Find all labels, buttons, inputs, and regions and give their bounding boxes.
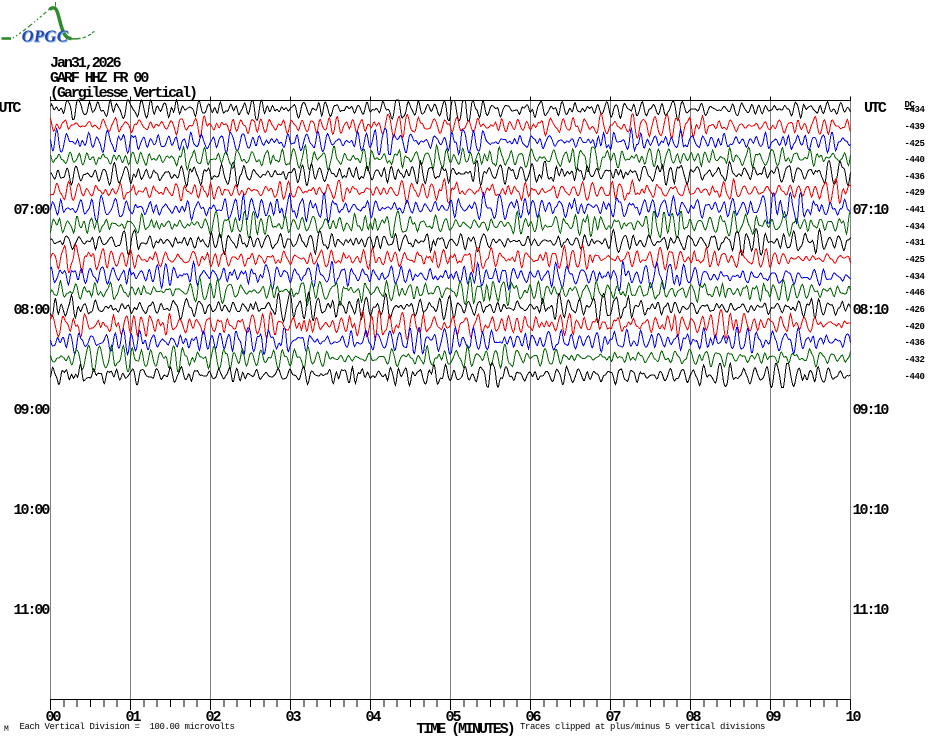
svg-text:OPGC: OPGC — [22, 26, 69, 45]
svg-text:OPGC: OPGC — [23, 28, 70, 47]
